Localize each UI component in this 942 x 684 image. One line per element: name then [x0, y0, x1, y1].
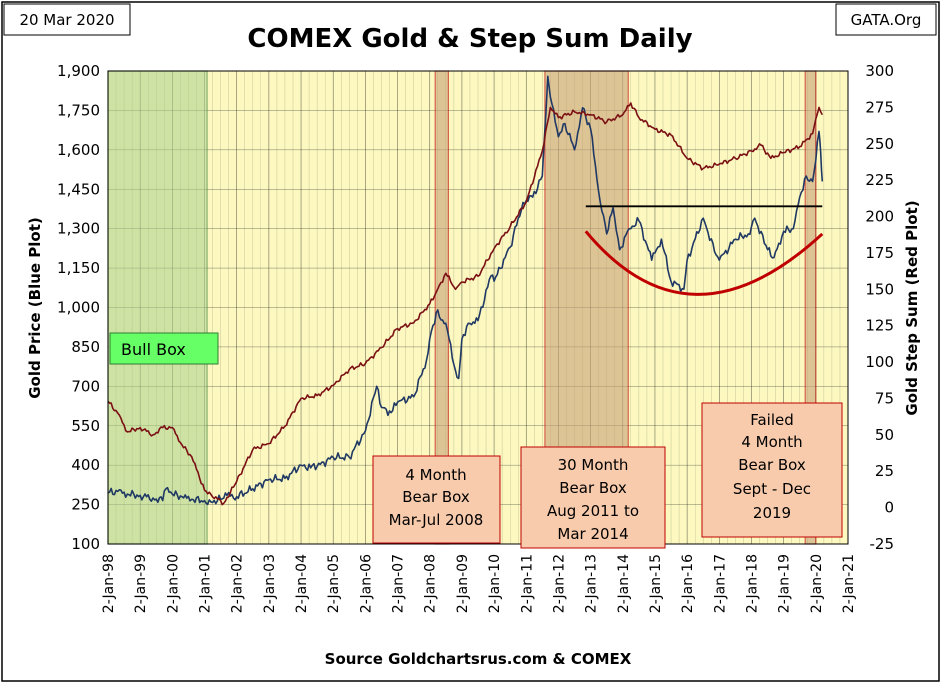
x-tick-label: 2-Jan-01 [198, 554, 214, 613]
right-tick-label: 75 [875, 389, 894, 407]
bear-box-2008-line-3: Mar-Jul 2008 [389, 511, 484, 529]
right-tick-label: 300 [865, 62, 894, 80]
date-box [3, 3, 131, 36]
right-tick-label: 250 [865, 135, 894, 153]
cup-arc [584, 230, 824, 296]
bear-box-2019-line-1: Failed [750, 411, 794, 429]
left-tick-label: 400 [71, 456, 100, 474]
x-tick-label: 2-Jan-11 [519, 554, 535, 613]
x-tick-label: 2-Jan-98 [101, 554, 117, 613]
bear-box-2011-line-2: Bear Box [559, 479, 627, 497]
bear-box-2019-line-3: Bear Box [738, 456, 806, 474]
x-tick-label: 2-Jan-16 [680, 554, 696, 613]
left-tick-label: 1,750 [57, 101, 100, 119]
bull-box-callout: Bull Box [109, 332, 219, 365]
left-tick-label: 1,450 [57, 180, 100, 198]
x-tick-label: 2-Jan-14 [616, 554, 632, 613]
left-tick-label: 100 [71, 535, 100, 553]
date-label: 20 Mar 2020 [19, 11, 114, 29]
bear-box-2008-line-2: Bear Box [402, 488, 470, 506]
bear-box-2011-line-3: Aug 2011 to [547, 502, 639, 520]
right-tick-label: 125 [865, 317, 894, 335]
x-tick-label: 2-Jan-17 [712, 554, 728, 613]
bear-box-2011-line-4: Mar 2014 [557, 525, 628, 543]
x-tick-label: 2-Jan-20 [809, 554, 825, 613]
bear-box-2008-callout: 4 Month Bear Box Mar-Jul 2008 [372, 455, 501, 544]
x-tick-label: 2-Jan-12 [551, 554, 567, 613]
plot-border [107, 70, 849, 545]
right-axis-label: Gold Step Sum (Red Plot) [903, 200, 921, 415]
x-tick-label: 2-Jan-13 [584, 554, 600, 613]
source-label: Source Goldchartsrus.com & COMEX [325, 650, 632, 668]
right-tick-label: 225 [865, 171, 894, 189]
right-tick-label: 50 [875, 426, 894, 444]
left-tick-label: 1,900 [57, 62, 100, 80]
right-tick-label: 275 [865, 98, 894, 116]
x-tick-label: 2-Jan-21 [841, 554, 857, 613]
left-tick-label: 1,300 [57, 220, 100, 238]
series [107, 75, 824, 506]
x-tick-label: 2-Jan-08 [423, 554, 439, 613]
x-tick-label: 2-Jan-04 [294, 554, 310, 613]
bear-box-2019-callout: Failed 4 Month Bear Box Sept - Dec 2019 [701, 402, 843, 538]
bull-box-band [107, 70, 208, 545]
x-axis-ticks: 2-Jan-98 2-Jan-99 2-Jan-00 2-Jan-01 2-Jan-02… [101, 554, 857, 613]
left-axis-label: Gold Price (Blue Plot) [26, 217, 44, 399]
x-tick-label: 2-Jan-02 [230, 554, 246, 613]
bear-box-2011-line-1: 30 Month [558, 456, 629, 474]
left-tick-label: 700 [71, 377, 100, 395]
right-tick-label: 200 [865, 208, 894, 226]
right-tick-label: -25 [870, 535, 895, 553]
left-tick-label: 550 [71, 417, 100, 435]
x-tick-label: 2-Jan-05 [326, 554, 342, 613]
right-axis-ticks: -25 0 25 50 75 100 125 150 175 200 225 250 275 300 [865, 62, 894, 553]
x-tick-label: 2-Jan-00 [165, 554, 181, 613]
bear-box-2011-callout: 30 Month Bear Box Aug 2011 to Mar 2014 [520, 446, 666, 549]
x-tick-label: 2-Jan-06 [358, 554, 374, 613]
brand-label: GATA.Org [851, 11, 922, 29]
x-tick-label: 2-Jan-99 [133, 554, 149, 613]
x-tick-label: 2-Jan-18 [744, 554, 760, 613]
left-tick-label: 1,000 [57, 299, 100, 317]
chart-title: COMEX Gold & Step Sum Daily [247, 24, 692, 54]
x-tick-label: 2-Jan-19 [777, 554, 793, 613]
right-tick-label: 150 [865, 280, 894, 298]
right-tick-label: 100 [865, 353, 894, 371]
left-tick-label: 250 [71, 496, 100, 514]
x-tick-label: 2-Jan-10 [487, 554, 503, 613]
bear-box-2019-line-5: 2019 [753, 504, 791, 522]
x-tick-label: 2-Jan-07 [391, 554, 407, 613]
brand-box [835, 3, 937, 36]
right-tick-label: 25 [875, 462, 894, 480]
bear-box-2019-line-2: 4 Month [741, 433, 802, 451]
left-tick-label: 850 [71, 338, 100, 356]
step-sum-line [107, 102, 824, 506]
bear-box-2008-line-1: 4 Month [405, 466, 466, 484]
x-tick-label: 2-Jan-09 [455, 554, 471, 613]
left-tick-label: 1,150 [57, 259, 100, 277]
left-axis-ticks: 100 250 400 550 700 850 1,000 1,150 1,300 1,450 1,… [57, 62, 100, 553]
bear-box-2019-line-4: Sept - Dec [733, 480, 811, 498]
gold-price-line [107, 75, 824, 506]
reference-lines [584, 205, 824, 296]
right-tick-label: 0 [884, 499, 894, 517]
x-tick-label: 2-Jan-15 [648, 554, 664, 613]
x-tick-label: 2-Jan-03 [262, 554, 278, 613]
bull-box-label: Bull Box [121, 340, 186, 359]
right-tick-label: 175 [865, 244, 894, 262]
left-tick-label: 1,600 [57, 141, 100, 159]
